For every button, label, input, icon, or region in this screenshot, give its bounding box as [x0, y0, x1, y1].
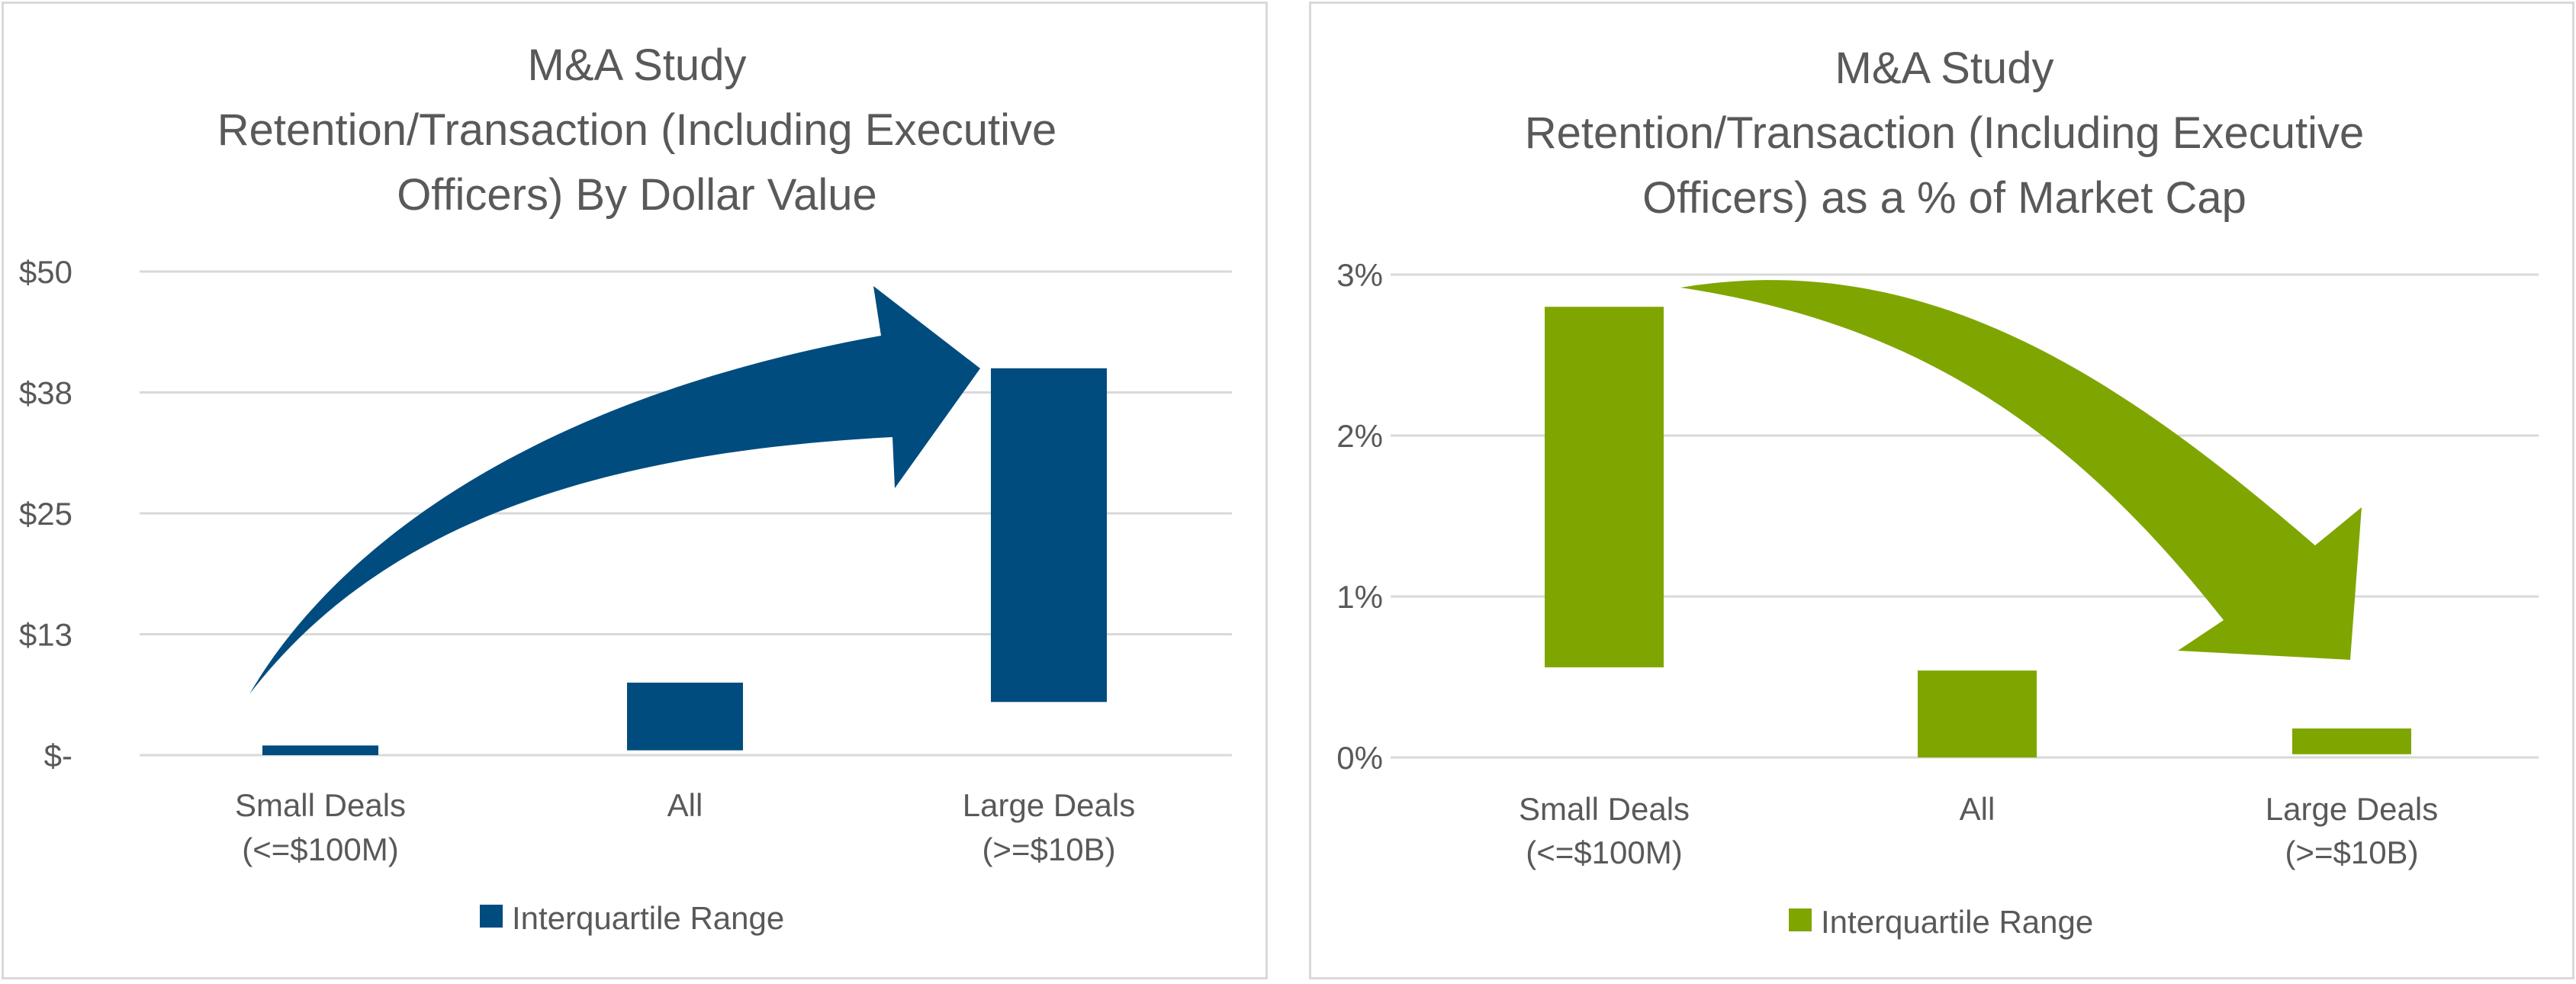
interquartile-bar — [627, 682, 743, 751]
x-category-label: All — [1960, 791, 1996, 827]
y-tick-label: 3% — [1336, 257, 1383, 293]
interquartile-bar — [991, 368, 1107, 703]
legend-label: Interquartile Range — [1821, 904, 2093, 940]
chart-title-line: Retention/Transaction (Including Executi… — [217, 105, 1056, 155]
x-category-sublabel: (>=$10B) — [982, 831, 1115, 867]
y-tick-label: $38 — [19, 375, 72, 411]
chart-title-line: Officers) By Dollar Value — [397, 170, 877, 220]
legend-label: Interquartile Range — [512, 900, 784, 936]
chart-dollar-value: M&A Study Retention/Transaction (Includin… — [19, 40, 1232, 936]
chart-market-cap: M&A Study Retention/Transaction (Includin… — [1336, 43, 2539, 940]
y-tick-label: $25 — [19, 496, 72, 532]
y-tick-label: $50 — [19, 254, 72, 290]
interquartile-bar — [2292, 728, 2411, 754]
chart-title-line: Retention/Transaction (Including Executi… — [1525, 108, 2364, 158]
x-category-label: All — [667, 787, 703, 823]
legend-swatch — [480, 905, 503, 928]
y-tick-label: 0% — [1336, 740, 1383, 776]
interquartile-bar — [262, 745, 378, 755]
interquartile-bar — [1918, 670, 2037, 757]
chart-title-line: M&A Study — [528, 40, 747, 90]
x-category-sublabel: (<=$100M) — [242, 831, 398, 867]
y-tick-label: $13 — [19, 617, 72, 653]
chart-title-line: M&A Study — [1835, 43, 2054, 93]
trend-arrow — [249, 286, 980, 694]
legend-swatch — [1789, 908, 1812, 931]
trend-arrow — [1680, 280, 2362, 660]
y-tick-label: 1% — [1336, 579, 1383, 615]
x-category-label: Small Deals — [235, 787, 406, 823]
chart-panel-dollar-value: M&A Study Retention/Transaction (Includin… — [2, 2, 1268, 979]
x-category-label: Small Deals — [1519, 791, 1690, 827]
x-category-label: Large Deals — [963, 787, 1135, 823]
x-category-sublabel: (>=$10B) — [2285, 834, 2418, 870]
chart-title-line: Officers) as a % of Market Cap — [1642, 173, 2246, 223]
chart-panel-market-cap: M&A Study Retention/Transaction (Includin… — [1309, 2, 2574, 979]
x-category-label: Large Deals — [2266, 791, 2438, 827]
interquartile-bar — [1545, 307, 1664, 667]
x-category-sublabel: (<=$100M) — [1526, 834, 1682, 870]
y-tick-label: $- — [44, 738, 72, 773]
y-tick-label: 2% — [1336, 418, 1383, 454]
